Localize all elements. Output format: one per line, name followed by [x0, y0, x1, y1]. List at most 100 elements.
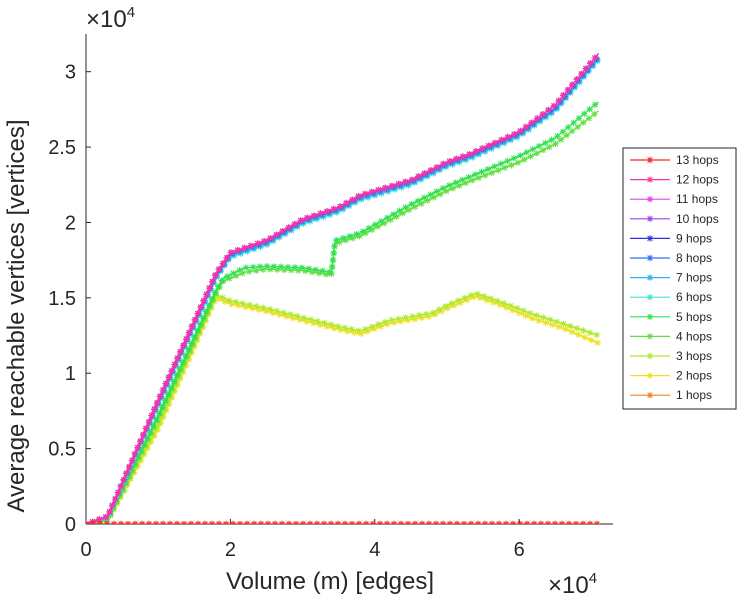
- series-marker-12-hops: [459, 153, 467, 160]
- series-marker-3-hops: [429, 309, 437, 316]
- series-marker-12-hops: [433, 163, 441, 171]
- series-marker-2-hops: [528, 315, 536, 322]
- series-marker-4-hops: [449, 185, 457, 192]
- series-marker-5-hops: [554, 132, 561, 140]
- legend-entry-4-hops: 4 hops: [630, 329, 712, 343]
- series-marker-2-hops: [397, 318, 405, 325]
- legend-label: 11 hops: [676, 192, 718, 206]
- series-marker-2-hops: [316, 321, 324, 329]
- legend-marker: [646, 254, 654, 262]
- series-marker-12-hops: [106, 508, 113, 516]
- series-marker-4-hops: [301, 267, 309, 275]
- series-marker-4-hops: [266, 266, 274, 273]
- series-marker-12-hops: [355, 193, 362, 200]
- legend-box: [622, 147, 737, 410]
- series-marker-12-hops: [168, 367, 175, 375]
- series-marker-12-hops: [343, 199, 350, 207]
- legend-marker: [646, 392, 654, 399]
- series-marker-12-hops: [145, 418, 152, 426]
- series-marker-12-hops: [153, 399, 161, 406]
- series-marker-12-hops: [227, 249, 235, 256]
- series-marker-5-hops: [329, 256, 337, 264]
- series-marker-12-hops: [472, 148, 480, 155]
- series-marker-4-hops: [411, 203, 419, 210]
- series-marker-12-hops: [120, 476, 127, 483]
- series-marker-2-hops: [535, 317, 542, 324]
- legend-entry-6-hops: 6 hops: [630, 290, 712, 304]
- series-marker-5-hops: [396, 207, 403, 215]
- series-marker-2-hops: [344, 328, 351, 335]
- series-marker-5-hops: [346, 232, 353, 240]
- series-marker-5-hops: [199, 314, 207, 322]
- series-marker-5-hops: [215, 283, 222, 290]
- series-marker-4-hops: [488, 169, 496, 176]
- series-marker-5-hops: [319, 267, 326, 275]
- series-marker-4-hops: [424, 197, 431, 204]
- series-marker-12-hops: [291, 220, 298, 228]
- series-marker-3-hops: [527, 309, 534, 317]
- series-marker-5-hops: [359, 228, 367, 235]
- series-marker-4-hops: [580, 119, 587, 126]
- series-marker-5-hops: [446, 182, 453, 189]
- series-marker-12-hops: [117, 482, 125, 490]
- series-marker-5-hops: [331, 243, 338, 250]
- x-tick-label: 4: [369, 539, 380, 561]
- series-marker-2-hops: [357, 330, 365, 337]
- series-marker-12-hops: [203, 291, 210, 298]
- legend-marker: [646, 313, 654, 320]
- series-marker-12-hops: [485, 142, 492, 149]
- series-marker-5-hops: [402, 204, 409, 211]
- series-marker-12-hops: [112, 495, 119, 503]
- series-marker-12-hops: [197, 303, 204, 311]
- series-marker-12-hops: [279, 227, 286, 235]
- series-marker-2-hops: [283, 313, 290, 320]
- series-marker-4-hops: [368, 226, 376, 234]
- series-marker-5-hops: [110, 504, 117, 512]
- series-marker-2-hops: [337, 326, 344, 334]
- series-marker-4-hops: [527, 153, 534, 160]
- series-marker-5-hops: [146, 429, 154, 436]
- series-marker-2-hops: [555, 323, 563, 331]
- series-marker-5-hops: [510, 155, 518, 162]
- series-marker-3-hops: [520, 307, 527, 314]
- series-marker-3-hops: [348, 326, 355, 333]
- series-marker-12-hops: [415, 173, 422, 180]
- series-marker-4-hops: [469, 177, 476, 184]
- series-marker-3-hops: [381, 318, 389, 326]
- series-marker-5-hops: [439, 185, 447, 192]
- series-marker-2-hops: [235, 302, 242, 309]
- series-marker-2-hops: [542, 319, 549, 326]
- series-marker-12-hops: [323, 208, 331, 215]
- series-marker-3-hops: [573, 325, 581, 332]
- series-marker-2-hops: [548, 321, 556, 328]
- series-marker-4-hops: [260, 266, 267, 273]
- series-marker-3-hops: [507, 302, 514, 309]
- series-marker-3-hops: [474, 290, 481, 298]
- series-layer: [86, 53, 601, 524]
- legend-marker: [646, 215, 654, 222]
- series-marker-5-hops: [478, 168, 485, 176]
- series-marker-12-hops: [375, 186, 382, 194]
- series-marker-2-hops: [330, 325, 337, 332]
- series-marker-5-hops: [535, 142, 543, 150]
- series-marker-2-hops: [221, 298, 229, 305]
- series-marker-3-hops: [402, 314, 409, 321]
- series-marker-12-hops: [171, 361, 178, 368]
- series-marker-12-hops: [162, 380, 170, 387]
- series-marker-12-hops: [200, 297, 207, 304]
- series-marker-5-hops: [523, 149, 530, 156]
- legend: 13 hops 12 hops 11 hops 10 hops 9 hops 8 hops…: [622, 147, 737, 410]
- series-marker-2-hops: [262, 308, 270, 315]
- series-marker-5-hops: [182, 353, 189, 360]
- series-marker-2-hops: [157, 420, 164, 427]
- series-marker-5-hops: [491, 163, 498, 170]
- series-marker-12-hops: [174, 354, 181, 362]
- series-marker-2-hops: [303, 318, 310, 325]
- series-marker-5-hops: [191, 333, 198, 341]
- legend-marker: [646, 235, 654, 242]
- series-marker-3-hops: [409, 313, 416, 320]
- series-marker-5-hops: [471, 171, 479, 178]
- legend-label: 5 hops: [676, 310, 712, 324]
- series-marker-5-hops: [575, 115, 583, 122]
- series-marker-5-hops: [326, 268, 333, 276]
